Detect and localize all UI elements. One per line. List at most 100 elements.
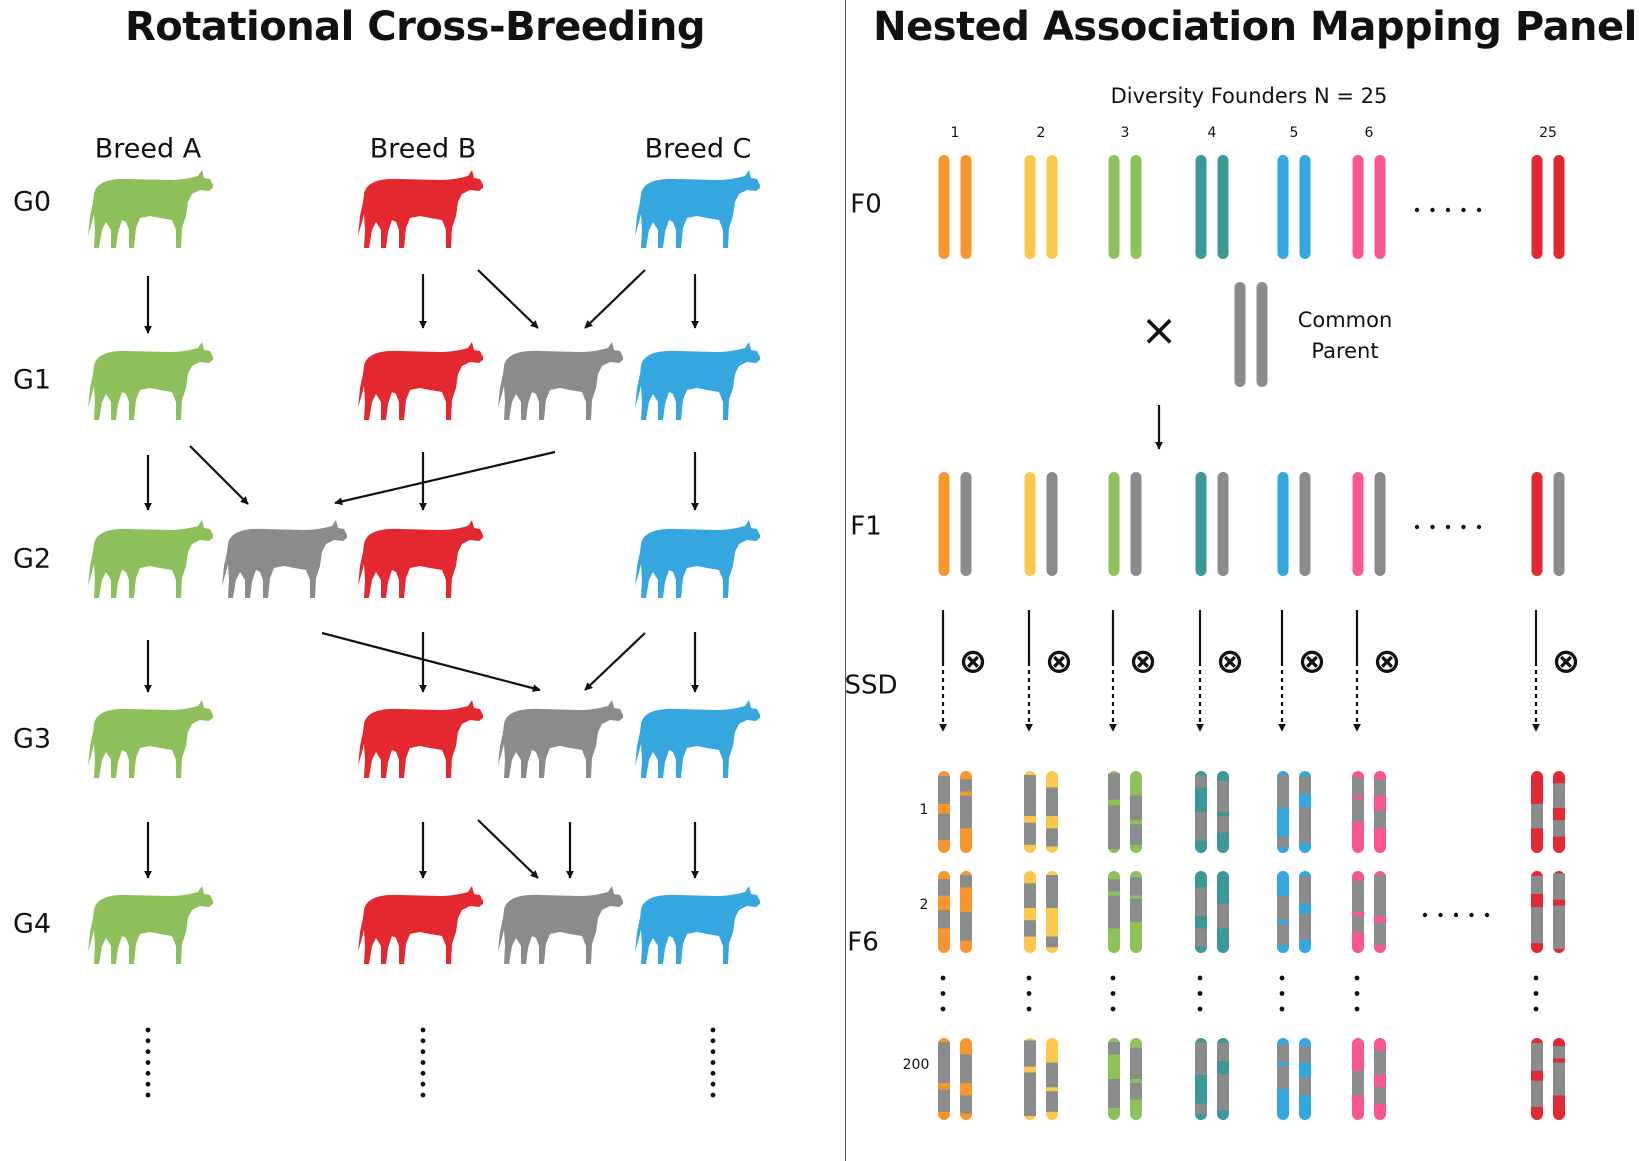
ellipsis-dots — [420, 1060, 426, 1065]
ril-chromosome — [938, 871, 950, 953]
f1-chromosome — [1195, 472, 1207, 576]
ril-chromosome — [938, 1038, 950, 1120]
cow-breed-a-g4 — [88, 886, 213, 964]
ellipsis-dots — [710, 1092, 716, 1098]
founder-chromosome — [1024, 155, 1036, 259]
arrow-diagonal — [584, 632, 646, 691]
ellipsis-dots — [1110, 975, 1116, 981]
ellipsis-dots — [420, 1070, 426, 1076]
founder-chromosome — [1531, 155, 1543, 259]
cow-breed-b-g3 — [358, 700, 483, 778]
ril-chromosome — [1024, 1038, 1036, 1120]
founder-number: 4 — [1208, 125, 1217, 141]
f1-chromosome — [1108, 472, 1120, 576]
ellipsis-dots — [1279, 975, 1285, 981]
ril-chromosome — [1277, 1038, 1289, 1120]
ril-chromosome — [1130, 871, 1142, 953]
ellipsis-dots — [1414, 207, 1420, 213]
founder-chromosome — [960, 155, 972, 259]
founder-number: 25 — [1539, 125, 1557, 141]
cow-breed-c-g3 — [635, 700, 760, 778]
ellipsis-dots — [1533, 1006, 1539, 1012]
cow-crossbred-g1 — [498, 342, 623, 420]
founder-chromosome — [1299, 155, 1311, 259]
cow-crossbred-g4 — [498, 886, 623, 964]
ellipsis-dots — [710, 1049, 716, 1055]
ril-chromosome — [1299, 771, 1311, 853]
ellipsis-dots — [710, 1081, 716, 1087]
ril-chromosome — [1277, 771, 1289, 853]
ellipsis-dots — [145, 1060, 151, 1065]
panel-divider — [845, 0, 846, 1161]
cow-crossbred-g2 — [222, 520, 347, 598]
cow-breed-b-g4 — [358, 886, 483, 964]
ril-chromosome — [1374, 771, 1386, 853]
ellipsis-dots — [1484, 912, 1490, 918]
f1-chromosome — [1024, 472, 1036, 576]
founder-chromosome — [1108, 155, 1120, 259]
f1-chromosome — [1046, 472, 1058, 576]
ril-chromosome — [1024, 871, 1036, 953]
f1-chromosome — [1374, 472, 1386, 576]
f1-chromosome — [938, 472, 950, 576]
generation-label-g3: G3 — [13, 724, 51, 755]
ril-chromosome — [1046, 871, 1058, 953]
ril-chromosome — [1195, 871, 1207, 953]
founder-chromosome — [1217, 155, 1229, 259]
ellipsis-dots — [1279, 991, 1285, 996]
generation-label-f0: F0 — [850, 190, 882, 220]
ril-chromosome — [1352, 1038, 1364, 1120]
generation-label-ssd: SSD — [844, 671, 897, 701]
ril-chromosome — [1217, 871, 1229, 953]
ellipsis-dots — [420, 1092, 426, 1098]
founder-chromosome — [1046, 155, 1058, 259]
f1-chromosome — [1217, 472, 1229, 576]
cow-breed-a-g0 — [88, 170, 213, 248]
cow-breed-b-g2 — [358, 520, 483, 598]
ril-chromosome — [1046, 1038, 1058, 1120]
f1-chromosome — [1130, 472, 1142, 576]
ellipsis-dots — [1197, 991, 1203, 996]
founder-chromosome — [1130, 155, 1142, 259]
left-panel-title: Rotational Cross-Breeding — [124, 4, 706, 50]
ellipsis-dots — [940, 975, 946, 981]
ril-chromosome — [960, 871, 972, 953]
f1-chromosome — [1352, 472, 1364, 576]
founder-number: 6 — [1365, 125, 1374, 141]
ellipsis-dots — [1110, 991, 1116, 996]
selfing-symbol: ⊗ — [1552, 642, 1581, 682]
cow-breed-c-g0 — [635, 170, 760, 248]
founder-number: 1 — [951, 125, 960, 141]
ellipsis-dots — [1354, 991, 1360, 996]
ellipsis-dots — [1438, 912, 1443, 918]
arrow-diagonal — [189, 445, 249, 505]
founder-chromosome — [1553, 155, 1565, 259]
common-parent-label: Common — [1298, 308, 1393, 332]
f1-chromosome — [1299, 472, 1311, 576]
ellipsis-dots — [1026, 991, 1032, 996]
founders-label: Diversity Founders N = 25 — [1111, 84, 1388, 108]
ellipsis-dots — [420, 1027, 426, 1033]
cow-crossbred-g3 — [498, 700, 623, 778]
ellipsis-dots — [145, 1070, 151, 1076]
ellipsis-dots — [940, 1006, 946, 1012]
ril-chromosome — [1217, 1038, 1229, 1120]
selfing-symbol: ⊗ — [1298, 642, 1327, 682]
ril-chromosome — [1374, 1038, 1386, 1120]
breed-label-a: Breed A — [95, 134, 202, 165]
ellipsis-dots — [420, 1049, 426, 1055]
ril-chromosome — [1531, 771, 1543, 853]
ellipsis-dots — [1533, 975, 1539, 981]
cow-breed-a-g2 — [88, 520, 213, 598]
generation-label-g4: G4 — [13, 909, 51, 940]
ellipsis-dots — [1354, 1006, 1360, 1012]
ellipsis-dots — [145, 1049, 151, 1055]
ellipsis-dots — [710, 1070, 716, 1076]
arrow-diagonal — [477, 819, 539, 879]
founder-chromosome — [1374, 155, 1386, 259]
ellipsis-dots — [1026, 975, 1032, 981]
f1-chromosome — [960, 472, 972, 576]
cow-breed-a-g3 — [88, 700, 213, 778]
cow-breed-b-g1 — [358, 342, 483, 420]
